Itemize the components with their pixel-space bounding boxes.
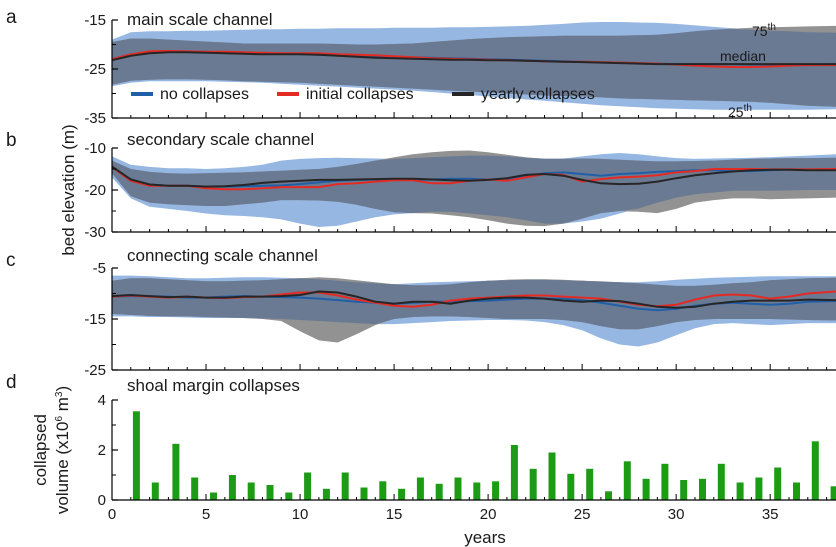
y-tick-label: -20 — [84, 182, 106, 199]
median-line-yearly-collapses — [111, 165, 836, 188]
legend-label: initial collapses — [306, 86, 414, 103]
x-tick-label: 5 — [202, 506, 210, 523]
panel-title: connecting scale channel — [127, 246, 318, 265]
bar — [435, 483, 443, 501]
bar — [811, 441, 819, 501]
x-tick-label: 15 — [386, 506, 403, 523]
bar — [191, 477, 199, 500]
bar — [567, 473, 575, 501]
bar — [285, 492, 293, 500]
annotation-25th-suffix: th — [744, 103, 752, 114]
bar — [642, 478, 650, 501]
bar — [322, 488, 330, 501]
x-tick-label: 0 — [108, 506, 116, 523]
y-tick-label: -10 — [84, 140, 106, 157]
bar — [454, 477, 462, 500]
x-axis-label: years — [464, 528, 506, 547]
y-tick-label: -25 — [84, 61, 106, 78]
panel-label: d — [6, 372, 17, 393]
y-tick-label: -35 — [84, 110, 106, 127]
band-overlap — [112, 277, 836, 330]
y-tick-label: -15 — [84, 12, 106, 29]
panel-c: c connecting scale channel -5 -15 -25 — [6, 246, 836, 379]
y-tick-label: -30 — [84, 224, 106, 241]
bar — [341, 472, 349, 500]
y-tick-label: 4 — [98, 392, 106, 409]
annotation-median: median — [720, 48, 766, 64]
bar-y-label-part: ) — [53, 386, 72, 392]
shared-y-axis-label: bed elevation (m) — [59, 124, 78, 255]
bar — [398, 488, 406, 501]
plot-area — [111, 150, 836, 227]
bar — [736, 482, 744, 500]
y-tick-label: -25 — [84, 362, 106, 379]
bar — [661, 463, 669, 501]
bar — [510, 445, 518, 500]
bar — [360, 487, 368, 500]
y-tick-label: -5 — [93, 260, 106, 277]
bar-y-label-part: m — [53, 397, 72, 416]
plot-area — [132, 411, 836, 501]
bar-y-label-part: volume (x10 — [53, 422, 72, 515]
bar — [529, 468, 537, 501]
bar — [830, 486, 836, 501]
bar — [699, 478, 706, 501]
bar-y-label-line1: collapsed — [31, 414, 50, 486]
bar-y-label-part: 6 — [54, 416, 65, 422]
y-tick-label: 0 — [98, 492, 106, 509]
x-tick-label: 10 — [292, 506, 309, 523]
median-line-yearly-collapses — [111, 290, 836, 309]
bar — [172, 443, 180, 501]
y-tick-label: 2 — [98, 442, 106, 459]
panel-title: secondary scale channel — [127, 130, 314, 149]
x-tick-label: 35 — [762, 506, 779, 523]
bar — [492, 481, 500, 501]
bar-y-label-part: 3 — [54, 391, 65, 397]
bar — [247, 482, 255, 500]
bar — [416, 477, 424, 500]
bar — [304, 472, 312, 500]
legend-label: no collapses — [160, 86, 249, 103]
x-tick-label: 30 — [668, 506, 685, 523]
bar — [210, 492, 217, 500]
panel-b: b secondary scale channel -10 -20 -30 — [6, 130, 836, 241]
x-tick-label: 25 — [574, 506, 591, 523]
bar — [717, 463, 725, 501]
bar — [774, 467, 782, 500]
bar — [151, 482, 159, 500]
bar — [379, 481, 387, 501]
bar — [586, 468, 594, 501]
bar — [623, 461, 631, 501]
annotation-75th-suffix: th — [768, 22, 776, 33]
plot-area — [111, 22, 836, 110]
legend-label: yearly collapses — [481, 86, 595, 103]
x-tick-label: 20 — [480, 506, 497, 523]
y-tick-label: -15 — [84, 311, 106, 328]
bar — [605, 491, 612, 501]
bar — [228, 475, 236, 500]
bar-y-label-line2: volume (x106 m3) — [53, 386, 72, 514]
bar — [680, 480, 688, 500]
bar — [266, 485, 274, 500]
bar — [755, 477, 763, 500]
bar — [793, 482, 800, 500]
median-line-yearly-collapses — [111, 51, 836, 66]
panel-label: a — [6, 7, 17, 28]
band-overlap — [112, 28, 836, 107]
bar — [473, 482, 481, 500]
panel-a: a main scale channel -15 -25 -35 — [6, 7, 836, 127]
bar-y-axis-label: collapsed volume (x106 m3) — [31, 386, 72, 514]
bar — [548, 452, 556, 500]
panel-title: main scale channel — [127, 10, 273, 29]
panel-label: c — [6, 250, 16, 271]
plot-area — [111, 275, 836, 347]
panel-title: shoal margin collapses — [127, 376, 300, 395]
panel-label: b — [6, 130, 17, 151]
legend: no collapses initial collapses yearly coll… — [131, 86, 595, 103]
bar — [132, 411, 140, 501]
